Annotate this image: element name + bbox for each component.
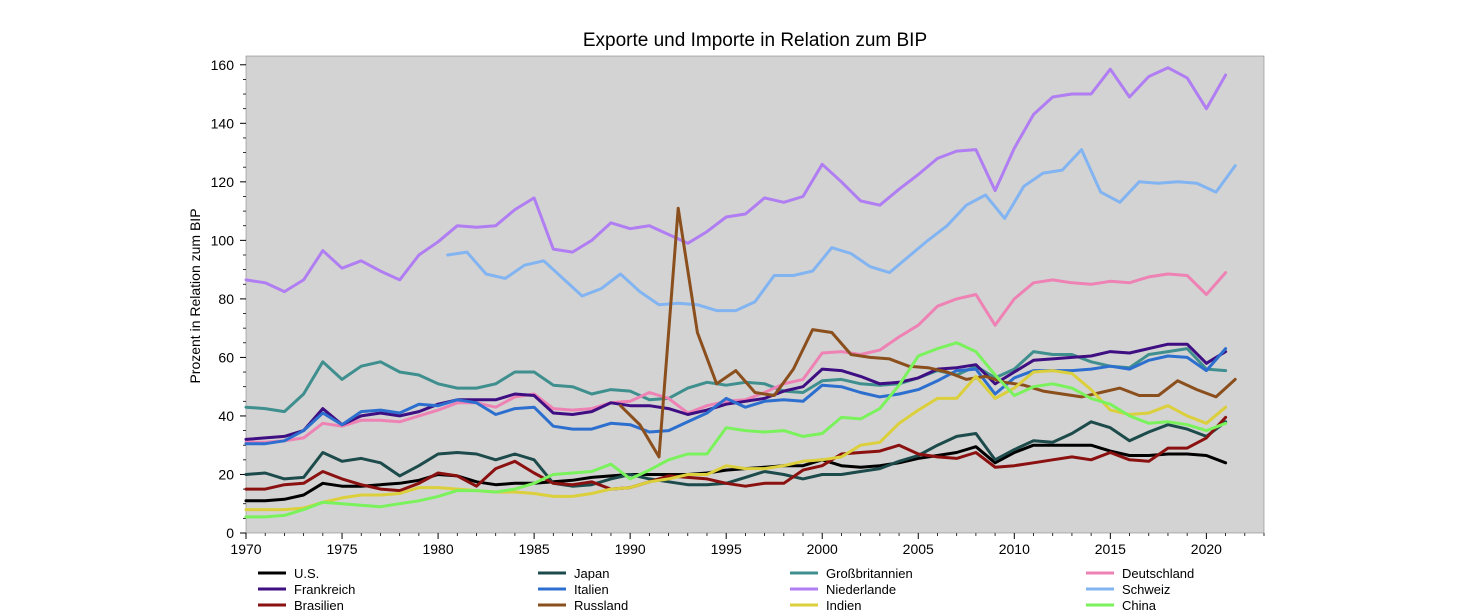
legend-label-russland: Russland: [574, 598, 628, 613]
y-tick-label: 0: [226, 525, 234, 541]
y-tick-label: 100: [211, 232, 235, 248]
x-tick-label: 1980: [422, 541, 453, 557]
legend-label-china: China: [1122, 598, 1157, 613]
plot-area: [245, 55, 1265, 534]
legend-label-japan: Japan: [574, 566, 609, 581]
x-tick-label: 1985: [519, 541, 550, 557]
x-tick-label: 2000: [807, 541, 838, 557]
y-axis-title: Prozent in Relation zum BIP: [187, 208, 203, 383]
y-tick-label: 80: [218, 291, 234, 307]
x-tick-label: 1975: [326, 541, 357, 557]
series-line-schweiz: [446, 148, 1237, 313]
y-tick-label: 160: [211, 57, 235, 73]
series-line-u-s: [244, 443, 1228, 503]
series-line-russland: [619, 206, 1237, 459]
legend-label-deutschland: Deutschland: [1122, 566, 1194, 581]
y-tick-label: 60: [218, 349, 234, 365]
chart-title: Exporte und Importe in Relation zum BIP: [583, 30, 927, 51]
series-layer: [244, 66, 1237, 519]
ticks-layer: 1970 1975 1980 1985 1990 1995 2000 2005 2010 2015…: [211, 57, 1265, 557]
legend-label-u-s: U.S.: [294, 566, 319, 581]
series-line-gro-britannien: [244, 347, 1228, 414]
legend-label-indien: Indien: [826, 598, 861, 613]
y-tick-label: 120: [211, 174, 235, 190]
series-line-deutschland: [244, 271, 1228, 444]
x-tick-label: 2015: [1095, 541, 1126, 557]
series-line-china: [244, 341, 1228, 519]
series-line-brasilien: [244, 415, 1228, 493]
x-tick-label: 1995: [711, 541, 742, 557]
legend-label-brasilien: Brasilien: [294, 598, 344, 613]
y-tick-label: 40: [218, 408, 234, 424]
x-tick-label: 1990: [615, 541, 646, 557]
legend-label-niederlande: Niederlande: [826, 582, 896, 597]
y-tick-label: 140: [211, 115, 235, 131]
legend-label-frankreich: Frankreich: [294, 582, 355, 597]
series-line-japan: [244, 420, 1228, 488]
legend-label-italien: Italien: [574, 582, 609, 597]
y-tick-label: 20: [218, 466, 234, 482]
x-tick-label: 2010: [999, 541, 1030, 557]
x-tick-label: 1970: [230, 541, 261, 557]
x-tick-label: 2020: [1191, 541, 1222, 557]
legend-label-gro-britannien: Großbritannien: [826, 566, 913, 581]
x-tick-label: 2005: [903, 541, 934, 557]
legend: U.S. Japan Großbritannien Deutschland Frankr…: [258, 566, 1194, 613]
series-line-indien: [244, 369, 1228, 512]
legend-label-schweiz: Schweiz: [1122, 582, 1170, 597]
series-line-niederlande: [244, 66, 1228, 294]
